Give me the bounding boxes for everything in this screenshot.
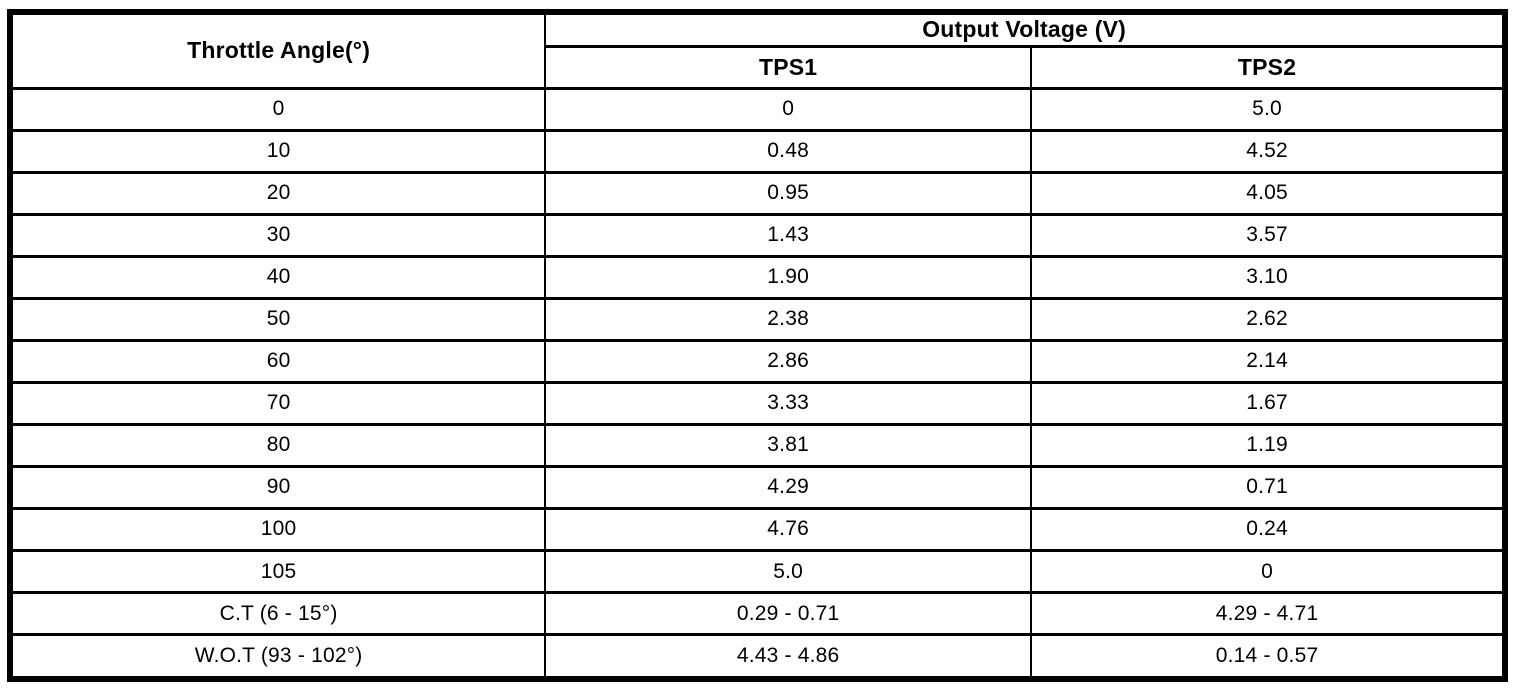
tps2-cell: 2.14 (1030, 338, 1506, 384)
table-row: 50 2.38 2.62 (8, 296, 1506, 342)
throttle-angle-cell: C.T (6 - 15°) (8, 591, 547, 637)
table-row: C.T (6 - 15°) 0.29 - 0.71 4.29 - 4.71 (8, 591, 1506, 637)
throttle-angle-header: Throttle Angle(°) (8, 10, 547, 90)
tps1-header: TPS1 (544, 44, 1033, 90)
tps2-cell: 1.67 (1030, 380, 1506, 426)
tps1-cell: 1.43 (544, 212, 1033, 258)
table-row: 0 0 5.0 (8, 86, 1506, 132)
tps2-cell: 2.62 (1030, 296, 1506, 342)
throttle-angle-cell: 0 (8, 86, 547, 132)
throttle-angle-cell: 100 (8, 506, 547, 553)
throttle-angle-cell: 60 (8, 338, 547, 384)
tps2-cell: 1.19 (1030, 422, 1506, 468)
throttle-angle-cell: 20 (8, 170, 547, 216)
tps2-header: TPS2 (1030, 44, 1506, 90)
tps1-cell: 2.38 (544, 296, 1033, 342)
tps-voltage-table-container: Throttle Angle(°) Output Voltage (V) TPS… (7, 9, 1508, 682)
throttle-angle-cell: 10 (8, 128, 547, 174)
tps-voltage-table: Throttle Angle(°) Output Voltage (V) TPS… (7, 9, 1508, 682)
header-row-group: Throttle Angle(°) Output Voltage (V) (8, 10, 1506, 90)
tps2-cell: 0.71 (1030, 464, 1506, 510)
throttle-angle-cell: 80 (8, 422, 547, 468)
table-row: 30 1.43 3.57 (8, 212, 1506, 258)
tps2-cell: 0.14 - 0.57 (1030, 633, 1506, 681)
tps1-cell: 0.29 - 0.71 (544, 591, 1033, 637)
tps2-cell: 4.29 - 4.71 (1030, 591, 1506, 637)
tps2-cell: 0 (1030, 549, 1506, 595)
tps1-cell: 0.95 (544, 170, 1033, 216)
table-row: 60 2.86 2.14 (8, 338, 1506, 384)
table-row: 90 4.29 0.71 (8, 464, 1506, 510)
throttle-angle-cell: W.O.T (93 - 102°) (8, 633, 547, 681)
tps1-cell: 3.81 (544, 422, 1033, 468)
throttle-angle-cell: 50 (8, 296, 547, 342)
tps1-cell: 1.90 (544, 254, 1033, 300)
tps2-cell: 4.52 (1030, 128, 1506, 174)
tps1-cell: 4.43 - 4.86 (544, 633, 1033, 681)
tps1-cell: 3.33 (544, 380, 1033, 426)
throttle-angle-cell: 70 (8, 380, 547, 426)
tps2-cell: 3.10 (1030, 254, 1506, 300)
tps2-cell: 4.05 (1030, 170, 1506, 216)
throttle-angle-cell: 30 (8, 212, 547, 258)
tps1-cell: 4.29 (544, 464, 1033, 510)
header-row-sub: TPS1 TPS2 (10, 44, 1506, 90)
table-row: 80 3.81 1.19 (8, 422, 1506, 468)
tps2-cell: 3.57 (1030, 212, 1506, 258)
throttle-angle-cell: 40 (8, 254, 547, 300)
table-row: 70 3.33 1.67 (8, 380, 1506, 426)
table-row: 20 0.95 4.05 (8, 170, 1506, 216)
tps2-cell: 5.0 (1030, 86, 1506, 132)
table-row: 40 1.90 3.10 (8, 254, 1506, 300)
tps1-cell: 2.86 (544, 338, 1033, 384)
table-row: 105 5.0 0 (8, 549, 1506, 595)
throttle-angle-cell: 90 (8, 464, 547, 510)
table-row: W.O.T (93 - 102°) 4.43 - 4.86 0.14 - 0.5… (8, 633, 1506, 681)
table-row: 100 4.76 0.24 (8, 506, 1506, 553)
output-voltage-group-header: Output Voltage (V) (544, 10, 1506, 47)
tps1-cell: 5.0 (544, 549, 1033, 595)
tps1-cell: 4.76 (544, 506, 1033, 553)
tps1-cell: 0 (544, 86, 1033, 132)
table-row: 10 0.48 4.52 (8, 128, 1506, 174)
tps1-cell: 0.48 (544, 128, 1033, 174)
throttle-angle-cell: 105 (8, 549, 547, 595)
tps2-cell: 0.24 (1030, 506, 1506, 553)
